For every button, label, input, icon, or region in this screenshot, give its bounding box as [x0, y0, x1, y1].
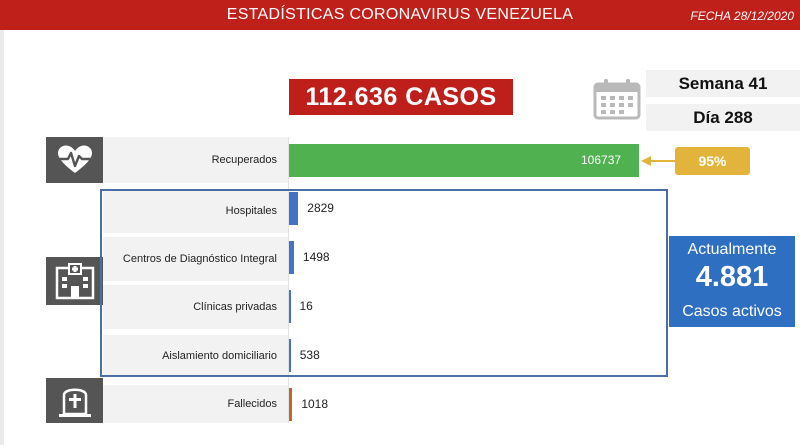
bar-recuperados	[289, 144, 639, 177]
header-date: FECHA 28/12/2020	[690, 9, 794, 23]
header-title: ESTADÍSTICAS CORONAVIRUS VENEZUELA	[226, 6, 574, 23]
label-cdi: Centros de Diagnóstico Integral	[103, 237, 288, 281]
left-border	[0, 30, 4, 445]
hospitalized-frame	[100, 189, 668, 377]
value-aislamiento: 538	[299, 347, 320, 362]
value-recuperados: 106737	[581, 152, 622, 167]
tombstone-icon	[58, 388, 91, 417]
week-box: Semana 41	[646, 70, 800, 97]
day-box: Día 288	[646, 104, 800, 131]
bar-clinicas	[289, 290, 291, 323]
bar-fallecidos	[289, 388, 293, 421]
active-number: 4.881	[695, 261, 769, 293]
hospital-icon	[55, 263, 94, 300]
value-clinicas: 16	[299, 298, 313, 313]
calendar-icon	[593, 79, 641, 120]
bar-aislamiento	[289, 339, 291, 372]
value-cdi: 1498	[302, 249, 330, 264]
label-recuperados: Recuperados	[103, 137, 288, 183]
active-label-top: Actualmente	[687, 241, 777, 258]
header-bar: ESTADÍSTICAS CORONAVIRUS VENEZUELA FECHA…	[0, 0, 800, 30]
total-cases-badge: 112.636 CASOS	[289, 79, 513, 115]
active-label-bottom: Casos activos	[682, 303, 782, 320]
active-cases-box: Actualmente 4.881 Casos activos	[669, 236, 795, 327]
heart-pulse-icon	[57, 145, 92, 173]
bar-cdi	[289, 241, 294, 274]
chart-axis	[288, 137, 289, 423]
recovered-percent-badge: 95%	[675, 147, 750, 175]
label-clinicas: Clínicas privadas	[103, 285, 288, 329]
label-aislamiento: Aislamiento domiciliario	[103, 335, 288, 377]
arrow-left-icon	[641, 156, 677, 166]
deceased-tile	[46, 378, 103, 423]
hospital-tile	[46, 257, 103, 305]
bar-hospitales	[289, 192, 299, 225]
recovered-tile	[46, 137, 103, 183]
value-fallecidos: 1018	[301, 396, 329, 411]
label-fallecidos: Fallecidos	[103, 385, 288, 423]
value-hospitales: 2829	[307, 200, 334, 215]
label-hospitales: Hospitales	[103, 189, 288, 233]
